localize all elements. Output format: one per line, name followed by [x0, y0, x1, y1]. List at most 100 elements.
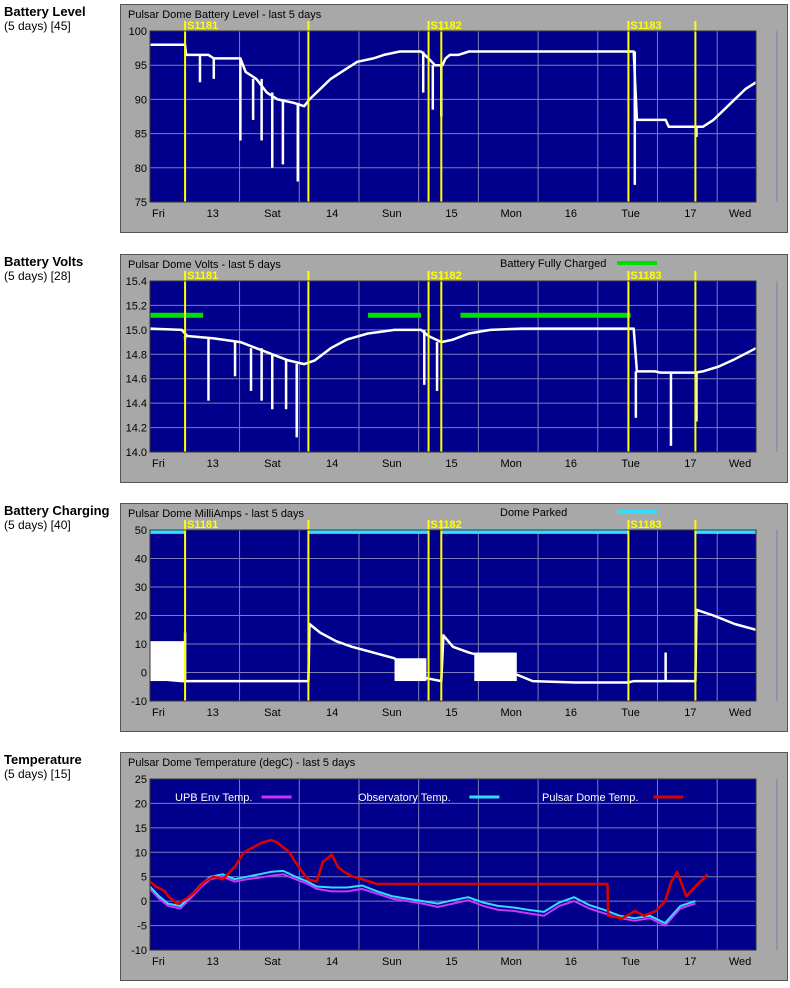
chart-svg-temperature: Pulsar Dome Temperature (degC) - last 5 …: [120, 752, 788, 981]
x-tick-label: Mon: [501, 458, 522, 470]
x-tick-label: Sun: [382, 707, 402, 719]
side-caption: Battery Level (5 days) [45]: [4, 4, 116, 34]
y-tick-label: 50: [135, 525, 147, 537]
y-tick-label: 15.0: [126, 325, 147, 337]
x-tick-label: Tue: [621, 208, 640, 220]
y-tick-label: 14.8: [126, 349, 147, 361]
chart-svg-battery-volts: Pulsar Dome Volts - last 5 days 15.4 15.2 1…: [120, 254, 788, 483]
series-line: [149, 608, 757, 684]
x-tick-label: 16: [565, 707, 577, 719]
x-tick-label: 16: [565, 956, 577, 968]
side-subtitle: (5 days) [40]: [4, 518, 71, 532]
x-tick-label: Tue: [621, 707, 640, 719]
y-tick-label: -10: [131, 696, 147, 708]
x-tick-label: 17: [684, 208, 696, 220]
x-tick-label: Sat: [264, 458, 281, 470]
x-tick-label: Sat: [264, 707, 281, 719]
x-tick-label: Wed: [729, 208, 751, 220]
y-tick-label: 5: [141, 872, 147, 884]
y-tick-label: 15.4: [126, 276, 147, 288]
chart-frame: Pulsar Dome Temperature (degC) - last 5 …: [120, 752, 788, 981]
y-tick-label: 14.0: [126, 447, 147, 459]
event-marker-label: S1182: [431, 519, 462, 531]
event-marker-label: S1181: [187, 20, 218, 32]
y-tick-label: 20: [135, 611, 147, 623]
x-tick-label: 15: [445, 208, 457, 220]
x-tick-label: 17: [684, 956, 696, 968]
side-subtitle: (5 days) [28]: [4, 269, 71, 283]
side-subtitle: (5 days) [45]: [4, 19, 71, 33]
x-tick-label: Tue: [621, 956, 640, 968]
x-tick-label: 17: [684, 707, 696, 719]
chart-panel-temperature: Temperature (5 days) [15] Pulsar Dome Te…: [0, 748, 790, 988]
event-marker-label: S1183: [630, 20, 661, 32]
plot-border: [149, 280, 757, 453]
plot-area: [150, 31, 756, 202]
series-line: [149, 838, 709, 920]
side-subtitle: (5 days) [15]: [4, 767, 71, 781]
x-tick-label: 13: [207, 208, 219, 220]
x-tick-label: Sat: [264, 956, 281, 968]
x-tick-label: Tue: [621, 458, 640, 470]
y-tick-label: 100: [129, 26, 147, 38]
y-tick-label: 14.4: [126, 398, 147, 410]
chart-frame: Pulsar Dome MilliAmps - last 5 days 50 40 3…: [120, 503, 788, 732]
chart-svg-battery-charging: Pulsar Dome MilliAmps - last 5 days 50 40 3…: [120, 503, 788, 732]
series-block: [150, 641, 186, 682]
chart-title: Pulsar Dome MilliAmps - last 5 days: [128, 508, 305, 520]
x-tick-label: 17: [684, 458, 696, 470]
event-marker-label: S1181: [187, 270, 218, 282]
series-line: [149, 869, 696, 925]
y-tick-label: 0: [141, 896, 147, 908]
y-tick-label: 75: [135, 197, 147, 209]
legend-label: UPB Env Temp.: [175, 792, 252, 804]
y-tick-label: -10: [131, 945, 147, 957]
y-tick-label: 90: [135, 94, 147, 106]
series-line: [150, 43, 757, 129]
x-tick-label: Wed: [729, 956, 751, 968]
y-tick-label: 10: [135, 847, 147, 859]
event-marker-label: S1182: [431, 270, 462, 282]
x-tick-label: 15: [445, 956, 457, 968]
event-marker-label: S1182: [431, 20, 462, 32]
y-tick-label: 40: [135, 554, 147, 566]
chart-frame: Pulsar Dome Volts - last 5 days 15.4 15.2 1…: [120, 254, 788, 483]
x-tick-label: Sat: [264, 208, 281, 220]
y-tick-label: 85: [135, 129, 147, 141]
x-tick-label: Mon: [501, 956, 522, 968]
legend-label: Battery Fully Charged: [500, 258, 606, 270]
x-tick-label: Fri: [152, 208, 165, 220]
event-marker-label: S1183: [630, 270, 661, 282]
x-tick-label: Mon: [501, 707, 522, 719]
y-tick-label: -5: [137, 921, 147, 933]
legend-label: Observatory Temp.: [358, 792, 451, 804]
chart-svg-battery-level: Pulsar Dome Battery Level - last 5 days 1…: [120, 4, 788, 233]
y-tick-label: 20: [135, 798, 147, 810]
x-tick-label: 14: [326, 208, 338, 220]
x-tick-label: Wed: [729, 458, 751, 470]
x-tick-label: 13: [207, 458, 219, 470]
plot-border: [149, 30, 757, 203]
event-marker-label: S1181: [187, 519, 218, 531]
chart-panel-battery-charging: Battery Charging (5 days) [40] Pulsar Do…: [0, 499, 790, 739]
series-block: [394, 658, 427, 682]
x-tick-label: Fri: [152, 956, 165, 968]
y-tick-label: 10: [135, 639, 147, 651]
x-tick-label: 14: [326, 458, 338, 470]
chart-frame: Pulsar Dome Battery Level - last 5 days 1…: [120, 4, 788, 233]
chart-panel-battery-volts: Battery Volts (5 days) [28] Pulsar Dome …: [0, 250, 790, 490]
legend-label: Pulsar Dome Temp.: [542, 792, 638, 804]
side-caption: Battery Volts (5 days) [28]: [4, 254, 116, 284]
y-tick-label: 95: [135, 60, 147, 72]
side-title: Battery Charging: [4, 503, 110, 518]
x-tick-label: Wed: [729, 707, 751, 719]
x-tick-label: 15: [445, 458, 457, 470]
x-tick-label: Fri: [152, 458, 165, 470]
x-tick-label: 14: [326, 707, 338, 719]
side-caption: Temperature (5 days) [15]: [4, 752, 116, 782]
x-tick-label: 13: [207, 707, 219, 719]
side-title: Battery Level: [4, 4, 86, 19]
side-title: Battery Volts: [4, 254, 84, 269]
legend-label: Dome Parked: [500, 507, 567, 519]
x-tick-label: 13: [207, 956, 219, 968]
